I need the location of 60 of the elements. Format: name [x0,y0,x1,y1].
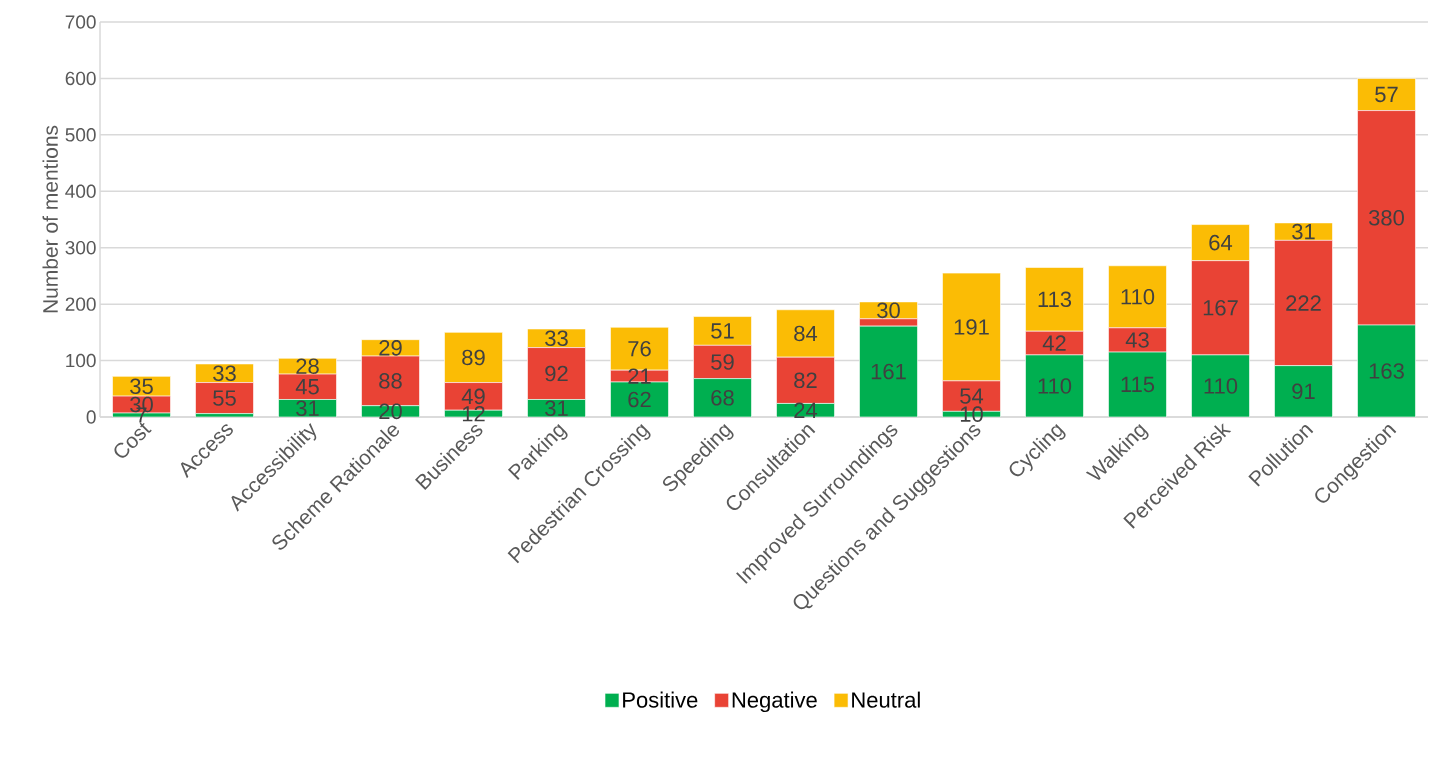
data-label: 64 [1209,234,1233,251]
data-label: 57 [1375,86,1398,103]
data-label: 55 [213,390,236,406]
data-label: 31 [296,400,319,417]
data-label: 51 [711,323,734,339]
data-label: 31 [1292,223,1315,240]
data-label: 110 [1121,289,1155,305]
bar [1357,324,1416,417]
data-label: 82 [794,372,817,389]
data-label: 113 [1038,291,1072,308]
data-label: 45 [295,379,319,395]
data-label: 89 [462,349,485,366]
data-label: 167 [1203,300,1238,316]
data-label: 31 [545,400,568,417]
data-label: 24 [794,402,818,418]
data-label: 163 [1369,363,1404,379]
data-label: 84 [794,325,818,342]
bar [1108,352,1167,417]
legend-label: Negative [732,691,817,713]
data-label: 110 [1038,378,1072,394]
data-label: 110 [1204,378,1238,394]
data-label: 21 [628,368,651,384]
data-label: 191 [954,319,989,335]
data-label: 115 [1121,376,1155,393]
data-label: 33 [213,365,236,382]
y-axis-title: Number of mentions [42,125,58,313]
data-label: 35 [130,378,153,395]
y-tick-label: 300 [65,240,96,255]
legend-label: Positive [623,691,698,708]
y-tick-label: 100 [66,353,96,368]
data-label: 59 [711,354,734,370]
data-label: 380 [1368,210,1404,226]
data-label: 43 [1125,332,1149,348]
data-label: 49 [461,388,485,405]
data-label: 42 [1042,335,1066,351]
y-tick-label: 500 [65,128,96,142]
data-label: 20 [379,403,402,420]
legend-label: Neutral [852,691,920,708]
data-label: 54 [960,388,984,404]
y-tick-label: 0 [86,410,96,424]
data-label: 92 [545,365,568,382]
data-label: 30 [877,302,900,319]
bar [1191,354,1250,417]
y-tick-label: 400 [65,184,96,198]
data-label: 91 [1292,383,1315,400]
bar [859,326,918,417]
data-label: 33 [545,330,568,347]
bar [1025,354,1084,417]
y-tick-label: 700 [65,15,96,29]
y-tick-label: 600 [65,71,96,86]
data-label: 88 [379,373,402,389]
data-label: 28 [296,358,319,374]
data-label: 76 [628,340,651,357]
data-label: 161 [871,363,906,380]
data-label: 68 [711,390,734,406]
data-label: 62 [628,391,651,408]
data-label: 222 [1286,295,1321,311]
bar [1274,365,1333,417]
y-tick-label: 200 [65,297,96,311]
data-label: 29 [379,340,402,356]
